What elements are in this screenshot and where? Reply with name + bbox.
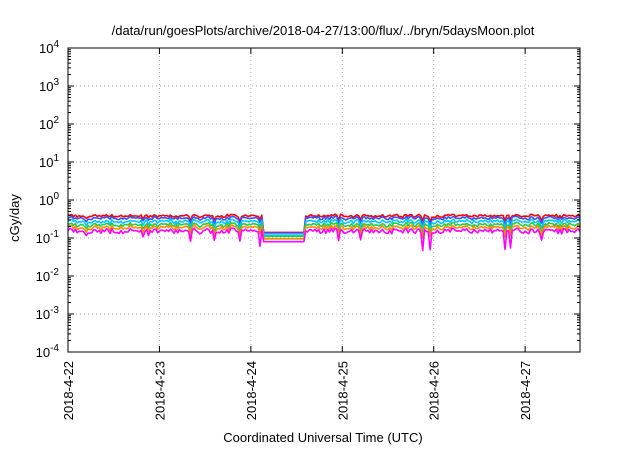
y-tick-label: 101 [39, 153, 59, 170]
series-line [67, 213, 581, 234]
x-tick-label: 2018-4-27 [518, 361, 533, 420]
x-tick-label: 2018-4-22 [61, 361, 76, 420]
grid [68, 48, 580, 352]
y-tick-label: 100 [39, 191, 59, 208]
series-line [67, 215, 581, 234]
x-tick-label: 2018-4-23 [152, 361, 167, 420]
plot-frame [67, 47, 581, 353]
x-tick-label: 2018-4-24 [244, 361, 259, 420]
series-line [67, 221, 581, 238]
y-tick-label: 10-1 [36, 229, 60, 246]
series-lines [67, 213, 581, 252]
y-tick-label: 10-2 [36, 267, 60, 284]
axis-ticks: 10-4 10-3 10-2 10-1 100 101 102 103 104 2018-4-22… [36, 39, 580, 420]
y-tick-label: 102 [39, 115, 59, 132]
y-tick-label: 10-3 [36, 305, 60, 322]
series-line [67, 224, 581, 240]
series-line [67, 227, 581, 252]
chart-title: /data/run/goesPlots/archive/2018-04-27/1… [112, 23, 535, 38]
y-axis-label: cGy/day [7, 194, 22, 242]
y-tick-label: 10-4 [36, 343, 60, 360]
x-axis-label: Coordinated Universal Time (UTC) [223, 430, 422, 445]
x-tick-label: 2018-4-26 [427, 361, 442, 420]
x-tick-label: 2018-4-25 [335, 361, 350, 420]
series-line [67, 218, 581, 236]
y-tick-label: 104 [39, 39, 59, 56]
y-tick-label: 103 [39, 77, 59, 94]
